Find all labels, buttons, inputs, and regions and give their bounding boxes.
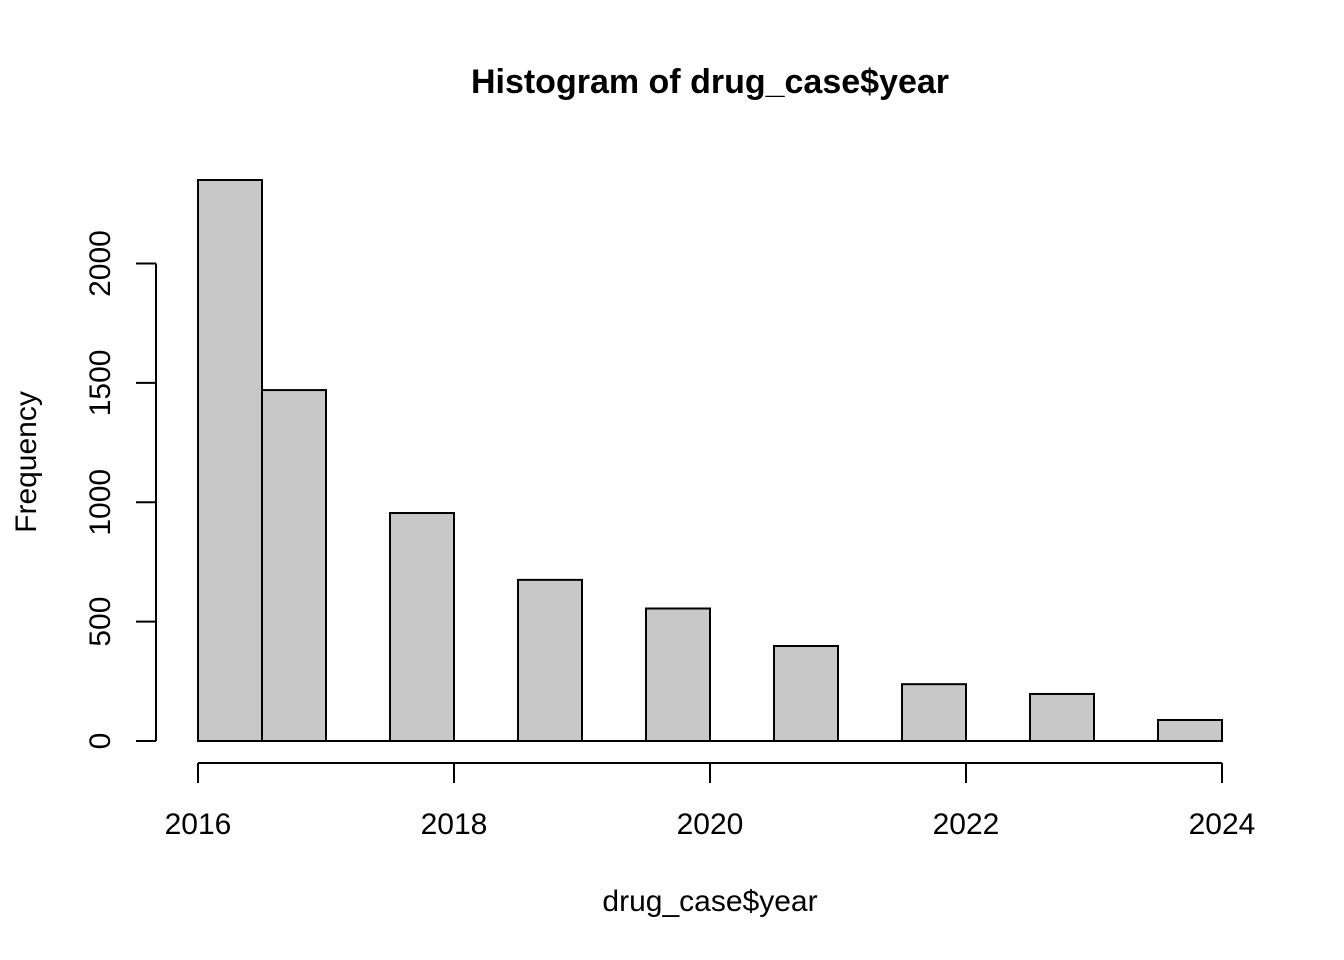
histogram-bar-0 — [197, 179, 263, 742]
histogram-bar-13 — [1029, 692, 1095, 743]
y-tick-label-2: 1000 — [84, 469, 117, 536]
y-tick-label-0: 0 — [84, 733, 117, 750]
x-axis-label: drug_case$year — [602, 885, 817, 918]
histogram-bar-7 — [645, 607, 711, 742]
x-axis-ticks: 2016 2018 2020 2022 2024 — [165, 763, 1256, 841]
y-axis-ticks: 0 500 1000 1500 2000 — [84, 230, 156, 749]
histogram-bar-11 — [901, 683, 967, 743]
histogram-bar-3 — [389, 512, 455, 743]
histogram-bar-9 — [773, 644, 839, 743]
y-tick-label-1: 500 — [84, 597, 117, 647]
chart-title: Histogram of drug_case$year — [471, 63, 949, 101]
y-tick-label-4: 2000 — [84, 230, 117, 297]
y-axis-label: Frequency — [10, 391, 43, 533]
x-tick-label-4: 2024 — [1189, 808, 1256, 841]
histogram-bar-1 — [261, 389, 327, 742]
x-tick-label-3: 2022 — [933, 808, 1000, 841]
histogram-bar-15 — [1157, 718, 1223, 743]
x-tick-label-1: 2018 — [421, 808, 488, 841]
histogram-bar-5 — [517, 578, 583, 742]
x-tick-label-0: 2016 — [165, 808, 232, 841]
y-tick-label-3: 1500 — [84, 350, 117, 417]
bars-group — [197, 179, 1223, 743]
x-tick-label-2: 2020 — [677, 808, 744, 841]
